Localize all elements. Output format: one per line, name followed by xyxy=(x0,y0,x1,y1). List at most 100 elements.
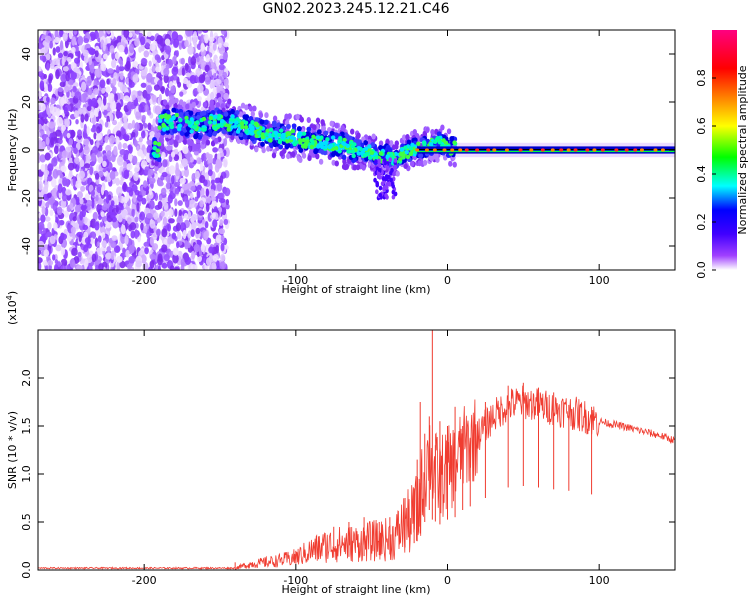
noise-blob xyxy=(46,175,53,182)
noise-blob xyxy=(215,57,220,68)
noise-blob xyxy=(85,185,90,191)
noise-blob xyxy=(50,177,57,188)
noise-blob xyxy=(137,149,143,157)
noise-blob xyxy=(204,33,209,44)
noise-blob xyxy=(197,84,204,94)
noise-blob xyxy=(94,264,99,270)
noise-blob xyxy=(200,243,206,253)
trail-blob xyxy=(264,132,269,137)
trail-blob xyxy=(221,128,227,134)
noise-blob xyxy=(149,99,153,105)
noise-blob xyxy=(219,175,224,184)
trail-blob xyxy=(223,111,229,117)
noise-blob xyxy=(78,234,82,243)
noise-blob xyxy=(115,136,120,145)
trail-blob xyxy=(409,160,415,167)
noise-blob xyxy=(84,258,89,268)
tail-blob xyxy=(382,186,386,192)
noise-blob xyxy=(118,44,125,53)
noise-blob xyxy=(161,228,168,238)
trail-blob xyxy=(373,155,378,161)
noise-blob xyxy=(105,86,111,93)
noise-blob xyxy=(184,183,192,190)
stable-peak xyxy=(492,148,497,152)
noise-blob xyxy=(67,162,75,171)
tail-blob xyxy=(385,181,390,187)
noise-blob xyxy=(79,158,85,168)
noise-blob xyxy=(145,93,151,101)
noise-blob xyxy=(84,237,91,245)
noise-blob xyxy=(172,247,179,256)
noise-blob xyxy=(52,202,58,212)
noise-blob xyxy=(89,237,95,245)
stable-peak xyxy=(653,148,658,152)
noise-blob xyxy=(184,39,189,48)
trail-blob xyxy=(334,160,339,167)
noise-blob xyxy=(56,107,61,118)
stable-peak xyxy=(486,148,491,152)
noise-blob xyxy=(176,231,182,240)
trail-blob xyxy=(422,159,428,166)
noise-blob xyxy=(165,182,171,190)
noise-blob xyxy=(163,202,169,211)
noise-blob xyxy=(195,227,201,235)
trail-blob xyxy=(195,120,200,125)
noise-blob xyxy=(63,210,69,218)
snr-exponent-label: (x104) xyxy=(5,291,19,325)
trail-blob xyxy=(178,117,183,123)
trail-blob xyxy=(287,113,292,120)
noise-blob xyxy=(80,93,87,103)
noise-blob xyxy=(82,49,89,57)
noise-blob xyxy=(83,163,91,169)
trail-blob xyxy=(254,117,260,123)
noise-blob xyxy=(56,116,64,127)
noise-blob xyxy=(101,240,107,248)
trail-blob xyxy=(156,142,162,147)
noise-blob xyxy=(68,30,73,40)
noise-blob xyxy=(140,82,147,88)
trail-blob xyxy=(301,137,307,143)
noise-blob xyxy=(70,70,77,80)
noise-blob xyxy=(44,207,49,217)
noise-blob xyxy=(173,154,180,162)
trail-blob xyxy=(342,137,347,143)
noise-blob xyxy=(190,185,196,192)
tail-blob xyxy=(377,162,382,168)
noise-blob xyxy=(128,31,133,38)
noise-blob xyxy=(134,122,140,132)
noise-blob xyxy=(89,231,97,240)
trail-blob xyxy=(284,113,289,120)
noise-blob xyxy=(180,265,185,270)
noise-blob xyxy=(75,119,79,125)
trail-blob xyxy=(201,110,207,116)
trail-blob xyxy=(268,127,274,132)
trail-blob xyxy=(154,160,159,167)
noise-blob xyxy=(122,247,126,255)
noise-blob xyxy=(148,60,152,67)
trail-blob xyxy=(278,128,284,133)
trail-blob xyxy=(410,142,415,148)
noise-blob xyxy=(70,226,76,235)
snr-series-line xyxy=(38,385,675,570)
snr-xtick-label: 100 xyxy=(589,574,610,587)
noise-blob xyxy=(183,195,189,202)
stable-peak xyxy=(559,148,564,152)
noise-blob xyxy=(183,212,189,219)
trail-blob xyxy=(165,104,170,111)
trail-blob xyxy=(312,124,317,131)
noise-blob xyxy=(204,64,210,73)
noise-blob xyxy=(66,56,72,63)
noise-blob xyxy=(116,156,124,166)
trail-blob xyxy=(240,124,245,130)
trail-blob xyxy=(272,115,278,122)
tail-blob xyxy=(378,185,383,191)
noise-blob xyxy=(199,175,206,184)
noise-blob xyxy=(60,265,66,270)
noise-blob xyxy=(105,195,110,204)
noise-blob xyxy=(76,264,83,270)
noise-blob xyxy=(145,42,150,49)
trail-blob xyxy=(355,164,361,171)
noise-blob xyxy=(177,200,183,206)
trail-blob xyxy=(355,139,361,146)
noise-blob xyxy=(53,222,58,231)
